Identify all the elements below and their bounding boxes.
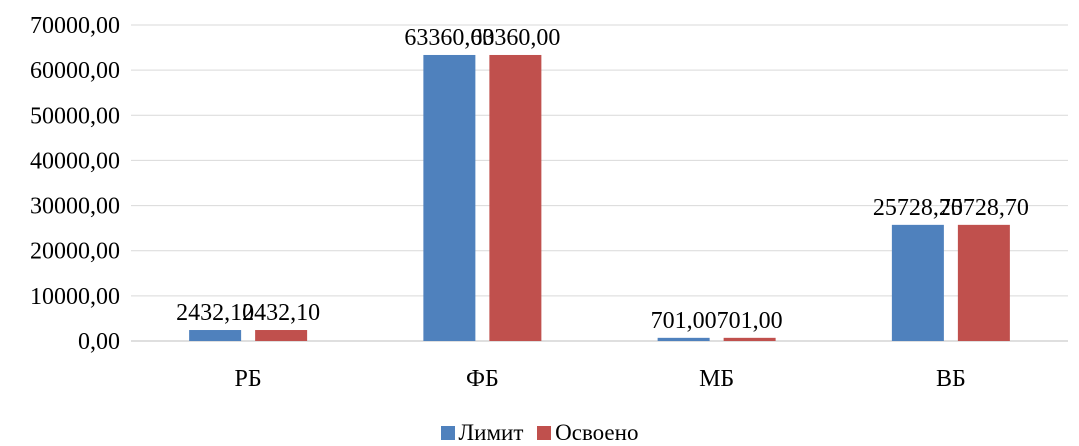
- data-label: 701,00: [717, 308, 783, 334]
- data-label: 63360,00: [470, 25, 560, 51]
- bar: [723, 337, 776, 341]
- data-label: 2432,10: [176, 300, 254, 326]
- data-label: 25728,70: [873, 195, 963, 221]
- y-tick-label: 30000,00: [30, 194, 120, 220]
- bar: [957, 224, 1010, 341]
- data-label: 63360,00: [404, 25, 494, 51]
- data-label: 25728,70: [939, 195, 1029, 221]
- y-tick-label: 70000,00: [30, 13, 120, 39]
- legend-swatch-limit: [440, 426, 455, 440]
- legend-swatch-mastered: [537, 426, 552, 440]
- bar: [189, 330, 242, 341]
- data-label: 701,00: [651, 308, 717, 334]
- bar: [657, 337, 710, 341]
- y-tick-label: 40000,00: [30, 148, 120, 174]
- legend-item-limit: Лимит: [440, 420, 524, 446]
- x-category-label: ВБ: [936, 366, 966, 392]
- legend: Лимит Освоено: [0, 420, 1079, 446]
- y-tick-label: 50000,00: [30, 103, 120, 129]
- bar: [423, 54, 476, 342]
- y-tick-label: 20000,00: [30, 239, 120, 265]
- legend-label-limit: Лимит: [458, 420, 524, 445]
- legend-item-mastered: Освоено: [537, 420, 638, 446]
- x-category-label: МБ: [699, 366, 734, 392]
- y-tick-label: 10000,00: [30, 284, 120, 310]
- bar: [891, 224, 944, 341]
- x-category-label: ФБ: [466, 366, 499, 392]
- y-tick-label: 0,00: [78, 329, 120, 355]
- bar: [489, 54, 542, 342]
- y-tick-label: 60000,00: [30, 58, 120, 84]
- legend-label-mastered: Освоено: [555, 420, 639, 445]
- data-label: 2432,10: [242, 300, 320, 326]
- bar: [255, 330, 308, 341]
- x-category-label: РБ: [235, 366, 262, 392]
